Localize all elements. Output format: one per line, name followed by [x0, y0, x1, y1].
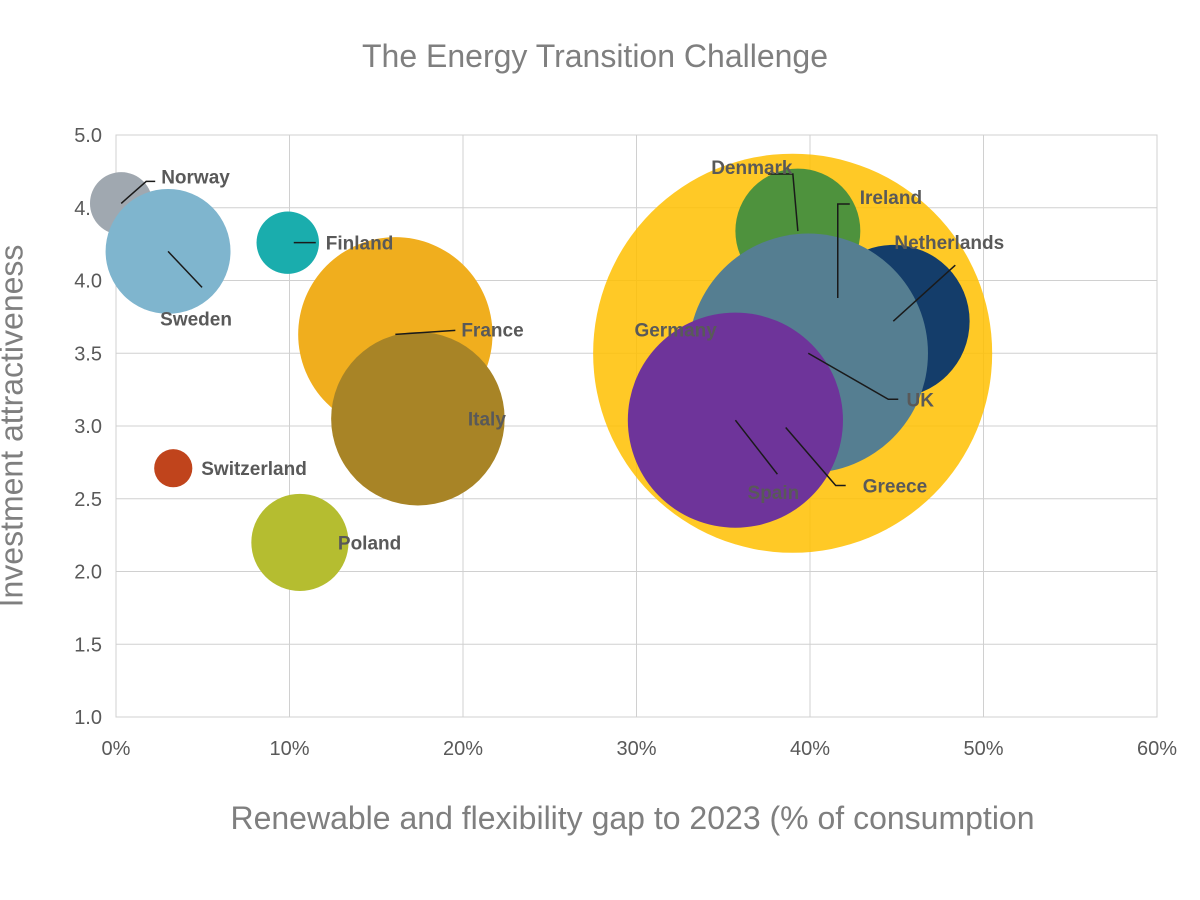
- leader-line-denmark: [767, 173, 799, 232]
- leader-lines: [120, 173, 956, 487]
- y-axis-title: Investment attractiveness: [0, 244, 30, 608]
- chart-title: The Energy Transition Challenge: [361, 38, 829, 74]
- bubble-switzerland: [154, 449, 193, 488]
- label-uk: UK: [907, 390, 935, 411]
- label-switzerland: Switzerland: [201, 459, 307, 480]
- label-norway: Norway: [161, 167, 230, 188]
- label-france: France: [461, 320, 523, 341]
- y-tick-label: 2.5: [74, 489, 102, 511]
- x-tick-label: 60%: [1137, 738, 1177, 760]
- bubbles: [89, 153, 993, 591]
- y-tick-label: 1.5: [74, 634, 102, 656]
- y-tick-label: 4.0: [74, 271, 102, 293]
- leader-line-netherlands: [892, 264, 956, 322]
- leader-line-greece: [785, 426, 846, 487]
- leader-line-france: [395, 329, 456, 336]
- y-tick-label: 5.0: [74, 125, 102, 147]
- y-tick-label: 3.0: [74, 416, 102, 438]
- leader-line-sweden: [167, 250, 203, 288]
- leader-line-norway: [120, 180, 156, 204]
- y-tick-label: 3.5: [74, 343, 102, 365]
- label-spain: Spain: [748, 483, 800, 504]
- label-denmark: Denmark: [711, 158, 793, 179]
- y-tick-label: 2.0: [74, 562, 102, 584]
- label-poland: Poland: [338, 533, 401, 554]
- label-greece: Greece: [863, 476, 927, 497]
- label-italy: Italy: [468, 410, 506, 431]
- label-sweden: Sweden: [160, 309, 232, 330]
- bubble-poland: [251, 493, 349, 591]
- x-axis-title: Renewable and flexibility gap to 2023 (%…: [230, 800, 1035, 836]
- label-ireland: Ireland: [860, 188, 922, 209]
- y-tick-label: 1.0: [74, 707, 102, 729]
- leader-line-spain: [734, 419, 778, 475]
- x-tick-label: 0%: [102, 738, 131, 760]
- leader-line-ireland: [837, 203, 850, 298]
- label-finland: Finland: [326, 234, 394, 255]
- axis-ticks: 0% 10% 20% 30% 40% 50% 60% 1.0 1.5 2.0 2.5 3.0 3.5 4.…: [74, 125, 1177, 760]
- x-tick-label: 10%: [269, 738, 309, 760]
- bubble-italy: [331, 331, 505, 506]
- x-tick-label: 30%: [616, 738, 656, 760]
- label-netherlands: Netherlands: [894, 233, 1004, 254]
- bubble-labels: Germany Norway Sweden Finland France Italy Swi…: [160, 158, 1004, 554]
- x-tick-label: 40%: [790, 738, 830, 760]
- x-tick-label: 50%: [963, 738, 1003, 760]
- x-tick-label: 20%: [443, 738, 483, 760]
- bubble-finland: [256, 211, 319, 274]
- leader-line-uk: [807, 352, 899, 400]
- label-germany: Germany: [634, 320, 717, 341]
